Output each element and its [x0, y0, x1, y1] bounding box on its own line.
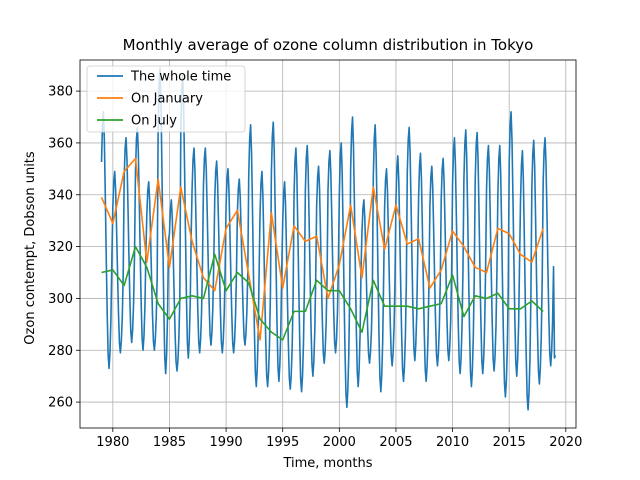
y-tick-label: 360 — [48, 136, 73, 151]
x-tick-label: 1980 — [96, 435, 129, 450]
y-tick-label: 380 — [48, 85, 73, 100]
x-axis-title: Time, months — [282, 456, 372, 471]
x-tick-label: 1990 — [210, 435, 243, 450]
legend-entry-on-january: On January — [131, 92, 203, 107]
axes-frame — [79, 59, 577, 429]
y-tick-label: 320 — [48, 240, 73, 255]
y-tick-label: 260 — [48, 396, 73, 411]
series-layer — [100, 66, 557, 411]
x-tick-label: 1995 — [266, 435, 299, 450]
chart-title: Monthly average of ozone column distribu… — [123, 36, 534, 54]
y-tick-label: 300 — [48, 292, 73, 307]
x-tick-label: 2015 — [493, 435, 526, 450]
x-tick-label: 2020 — [549, 435, 582, 450]
series-line-on-january — [100, 157, 544, 341]
series-line-on-july — [101, 245, 544, 341]
axes: 1980 1985 1990 1995 2000 2005 2010 2015 2020 260 2… — [48, 59, 582, 450]
x-tick-label: 2010 — [436, 435, 469, 450]
plot-area — [100, 66, 557, 411]
y-tick-label: 340 — [48, 188, 73, 203]
x-tick-label: 1985 — [153, 435, 186, 450]
legend-entry-on-july: On July — [131, 114, 177, 129]
legend-frame — [86, 65, 246, 133]
x-tick-label: 2000 — [323, 435, 356, 450]
y-axis-title: Ozon contempt, Dobson units — [23, 151, 38, 345]
x-tick-label: 2005 — [379, 435, 412, 450]
legend-entry-whole-time: The whole time — [130, 70, 231, 85]
y-tick-label: 280 — [48, 344, 73, 359]
series-line-whole-time — [100, 66, 557, 411]
legend: The whole time On January On July — [86, 65, 246, 133]
